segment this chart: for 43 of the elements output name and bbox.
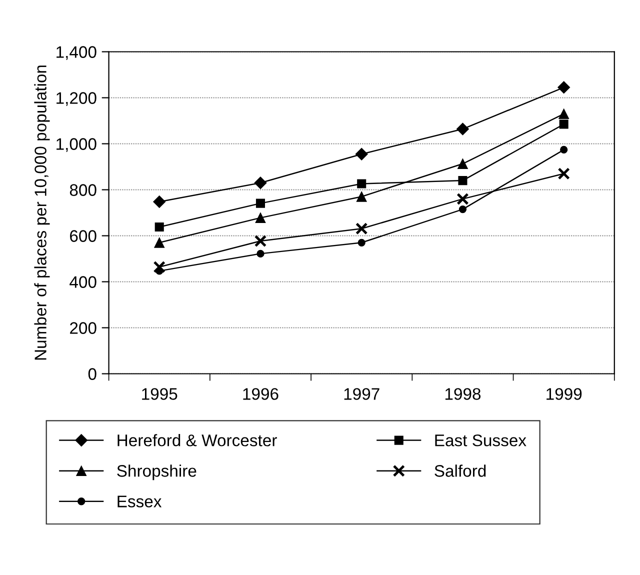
point — [355, 222, 368, 235]
point — [256, 198, 265, 208]
point — [456, 192, 469, 206]
point — [358, 238, 366, 246]
y-axis-title: Number of places per 10,000 population — [34, 66, 50, 360]
point — [154, 237, 165, 248]
legend-label: Hereford & Worcester — [118, 434, 277, 446]
x-tick-label: 1996 — [243, 388, 278, 400]
y-tick-label: 400 — [70, 276, 96, 288]
y-tick-label: 800 — [70, 184, 96, 196]
point — [153, 195, 166, 208]
point — [458, 205, 467, 214]
point — [154, 222, 164, 232]
x-tick-label: 1999 — [546, 388, 582, 400]
point — [456, 122, 469, 136]
y-tick-label: 1,400 — [56, 46, 96, 60]
y-tick-label: 1,200 — [56, 92, 96, 106]
x-tick-label: 1995 — [142, 388, 178, 400]
x-tick-label: 1997 — [344, 388, 380, 400]
legend-label: Essex — [118, 496, 162, 508]
legend-label: Salford — [434, 464, 486, 477]
y-tick-label: 600 — [70, 230, 96, 242]
point — [256, 250, 264, 258]
point — [458, 158, 468, 169]
point — [558, 81, 570, 94]
point — [558, 108, 570, 120]
point — [559, 120, 568, 129]
point — [357, 179, 366, 188]
point — [560, 146, 568, 154]
point — [254, 234, 267, 248]
point — [153, 260, 166, 274]
point — [558, 168, 570, 180]
point — [356, 191, 367, 202]
legend-label: East Sussex — [435, 434, 526, 446]
legend-label: Shropshire — [117, 464, 196, 480]
y-tick-label: 200 — [70, 322, 96, 334]
point — [254, 176, 267, 190]
y-tick-label: 1,000 — [56, 138, 96, 152]
y-tick-label: 0 — [88, 368, 96, 380]
point — [355, 148, 368, 160]
point — [458, 176, 468, 186]
x-tick-label: 1998 — [445, 388, 481, 400]
point — [255, 212, 266, 224]
